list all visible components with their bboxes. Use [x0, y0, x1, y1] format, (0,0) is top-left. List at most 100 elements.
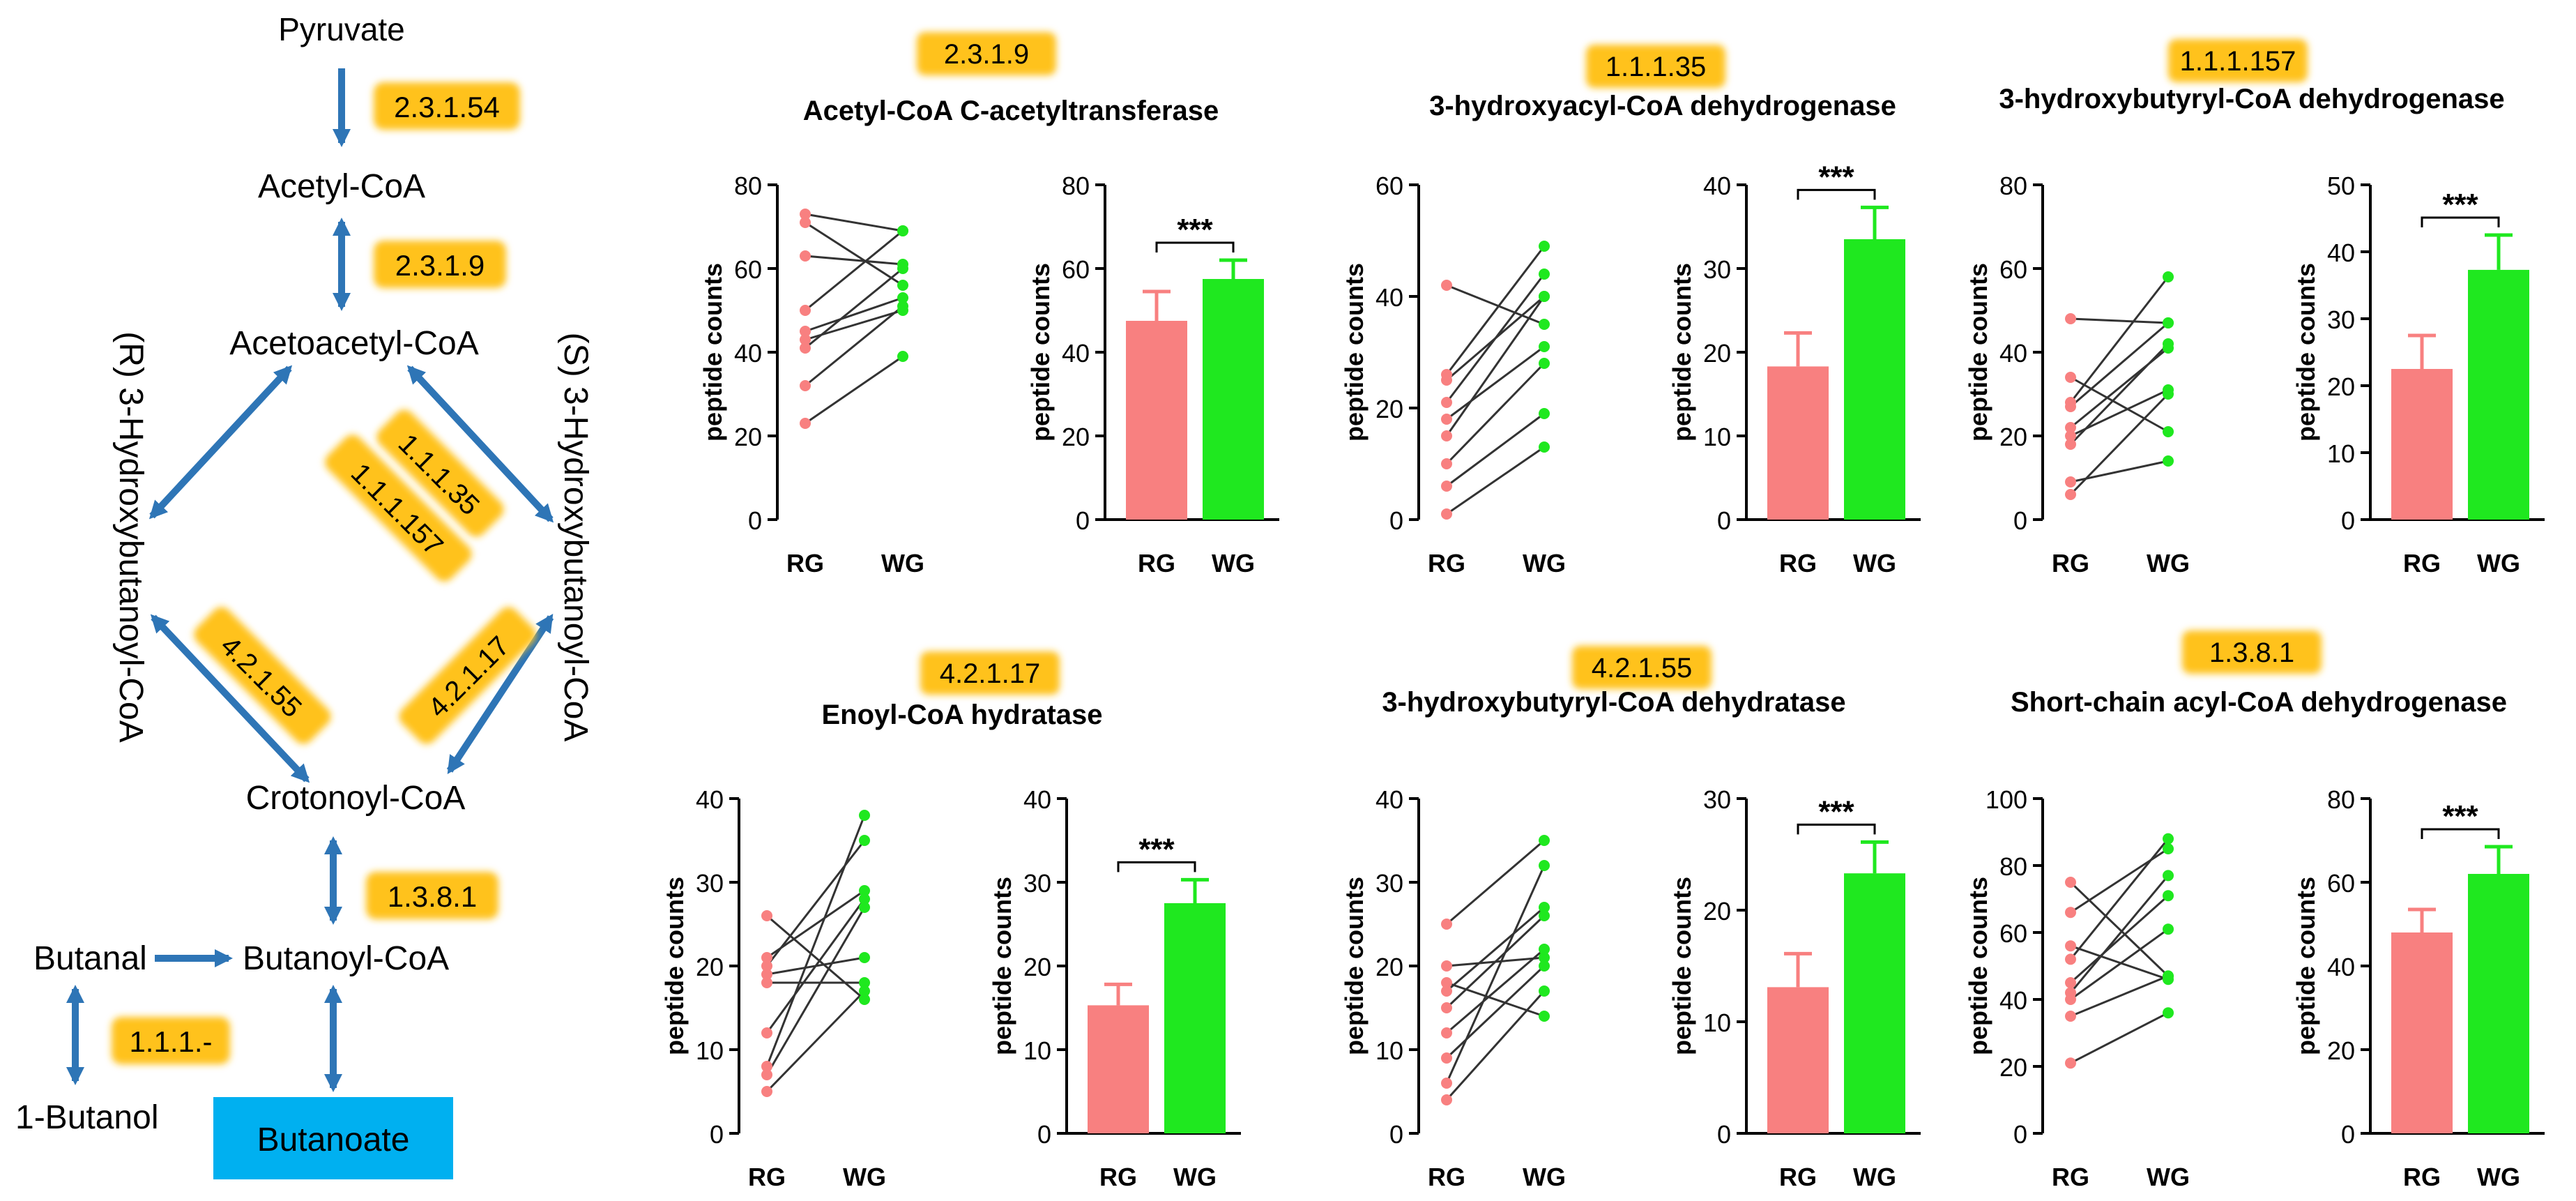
y-tick-label: 30 — [2327, 305, 2355, 334]
chart-title: 3-hydroxyacyl-CoA dehydrogenase — [1429, 91, 1896, 121]
wg-point — [1539, 985, 1550, 997]
x-tick-label: WG — [1523, 1163, 1566, 1191]
wg-point — [1539, 910, 1550, 921]
x-tick-label: WG — [2147, 1163, 2190, 1191]
rg-point — [2065, 1011, 2076, 1022]
y-tick-label: 0 — [2013, 1120, 2027, 1149]
pair-line — [2070, 928, 2169, 1001]
wg-point — [1539, 241, 1550, 252]
y-tick-label: 40 — [1062, 339, 1090, 368]
rg-point — [1441, 481, 1452, 492]
rg-point — [761, 910, 772, 921]
chart-grid: 2.3.1.9 Acetyl-CoA C-acetyltransferase 0 20… — [660, 32, 2545, 1191]
wg-point — [897, 225, 908, 236]
y-axis-label: peptide counts — [2292, 263, 2320, 441]
y-tick-label: 40 — [1375, 283, 1403, 312]
wg-point — [1539, 902, 1550, 913]
chart-title: Short-chain acyl-CoA dehydrogenase — [2011, 687, 2507, 718]
wg-point — [859, 977, 870, 988]
pair-line — [2069, 276, 2170, 403]
ec-label: 1.1.1.- — [129, 1025, 212, 1058]
wg-bar — [1164, 903, 1226, 1133]
wg-point — [897, 292, 908, 303]
bar-plot: 0 10 20 30 40 peptide counts RG WG *** — [1668, 160, 1921, 577]
x-tick-label: WG — [881, 549, 924, 577]
rg-point — [1441, 1052, 1452, 1064]
ec-badge-label: 1.1.1.157 — [2180, 46, 2296, 77]
ec-badge-bg — [917, 32, 1056, 75]
pair-line — [2070, 317, 2169, 324]
y-tick-label: 20 — [734, 423, 762, 451]
y-tick-label: 20 — [696, 953, 724, 981]
rg-point — [761, 1027, 772, 1038]
rg-point — [1441, 430, 1452, 441]
rg-point — [761, 960, 772, 972]
y-tick-label: 10 — [1703, 1009, 1731, 1037]
rg-point — [1441, 375, 1452, 386]
significance-label: *** — [2442, 188, 2478, 222]
rg-point — [1441, 985, 1452, 997]
rg-point — [800, 326, 811, 337]
x-tick-label: RG — [1779, 549, 1817, 577]
compound-butanal: Butanal — [33, 940, 147, 977]
pair-line — [1446, 446, 1545, 515]
wg-point — [897, 301, 908, 312]
bar-plot: 0 10 20 30 40 peptide counts RG WG *** — [988, 785, 1241, 1191]
significance-bracket — [1797, 188, 1876, 200]
y-tick-label: 20 — [1703, 897, 1731, 926]
pair-line — [1446, 284, 1545, 326]
pair-line — [765, 990, 866, 1093]
rg-point — [800, 217, 811, 228]
rg-point — [800, 334, 811, 345]
pair-line — [1445, 273, 1546, 403]
x-tick-label: WG — [2477, 549, 2520, 577]
rg-point — [2065, 940, 2076, 952]
y-tick-label: 80 — [2327, 785, 2355, 814]
rg-point — [800, 380, 811, 391]
rg-point — [761, 969, 772, 980]
pathway-arrows — [66, 68, 554, 1092]
rg-point — [2065, 430, 2076, 441]
y-tick-label: 20 — [2327, 372, 2355, 401]
rg-bar — [1767, 987, 1829, 1133]
pair-line — [1445, 296, 1546, 437]
y-tick-label: 30 — [1023, 869, 1051, 898]
y-tick-label: 0 — [1076, 506, 1090, 535]
pair-line — [805, 213, 904, 232]
y-tick-label: 0 — [2341, 1120, 2355, 1149]
ec-badge-label: 2.3.1.9 — [944, 39, 1029, 70]
pair-line — [1445, 246, 1546, 375]
y-tick-label: 80 — [1999, 852, 2027, 881]
y-axis-label: peptide counts — [699, 263, 727, 441]
ec-badge: 1.1.1.157 — [2168, 39, 2308, 82]
wg-point — [2163, 843, 2174, 854]
rg-point — [2065, 401, 2076, 412]
y-tick-label: 0 — [710, 1120, 724, 1149]
paired-dot-plot: 0 20 40 60 80 peptide counts RG WG — [1964, 172, 2190, 577]
compound-acetoacetyl-coa: Acetoacetyl-CoA — [229, 325, 479, 362]
rg-point — [1441, 1027, 1452, 1038]
chart-panel: 4.2.1.17 Enoyl-CoA hydratase 0 10 20 30 40 pept… — [660, 651, 1241, 1191]
pathway-diagram: Pyruvate Acetyl-CoA Acetoacetyl-CoA Crot… — [15, 11, 594, 1179]
rg-point — [800, 209, 811, 220]
compound-acetyl-coa: Acetyl-CoA — [258, 168, 425, 205]
y-tick-label: 0 — [1717, 506, 1731, 535]
wg-point — [2163, 317, 2174, 328]
chart-title: 3-hydroxybutyryl-CoA dehydratase — [1382, 687, 1845, 718]
wg-point — [859, 902, 870, 913]
chart-title: 3-hydroxybutyryl-CoA dehydrogenase — [1999, 84, 2504, 114]
wg-point — [1539, 835, 1550, 846]
y-tick-label: 60 — [1999, 255, 2027, 284]
significance-label: *** — [2442, 799, 2478, 833]
y-tick-label: 0 — [2013, 506, 2027, 535]
paired-dot-plot: 0 20 40 60 80 100 peptide counts RG WG — [1964, 785, 2190, 1191]
pair-line — [2069, 342, 2170, 446]
ec-badge-bg — [920, 651, 1060, 695]
x-tick-label: WG — [843, 1163, 886, 1191]
x-tick-label: WG — [2147, 549, 2190, 577]
wg-point — [1539, 860, 1550, 871]
arrow-acetoacetyl-r — [148, 365, 293, 520]
rg-bar — [1126, 321, 1187, 520]
rg-point — [2065, 977, 2076, 988]
